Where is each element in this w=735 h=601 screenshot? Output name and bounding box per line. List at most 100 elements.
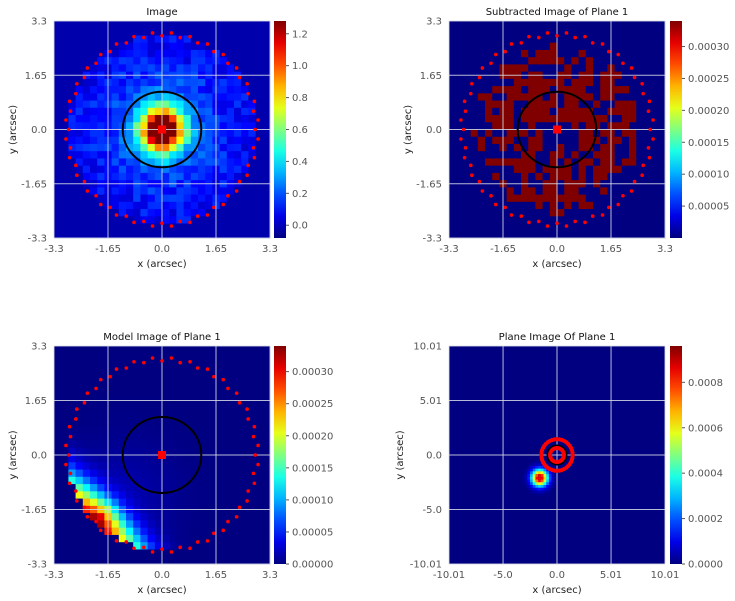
heatmap-cell <box>183 230 192 239</box>
heatmap-cell <box>219 172 228 181</box>
centre-marker <box>553 125 561 134</box>
heatmap-cell <box>61 201 69 210</box>
mask-point <box>564 31 569 35</box>
heatmap-cell <box>456 230 464 239</box>
x-axis-label: x (arcsec) <box>137 259 186 270</box>
heatmap-cell <box>564 21 572 29</box>
heatmap-cell <box>546 482 550 486</box>
heatmap-cell <box>75 447 84 456</box>
heatmap-cell <box>82 136 91 145</box>
heatmap-cell <box>162 194 170 203</box>
heatmap-cell <box>169 115 177 123</box>
heatmap-cell <box>546 484 550 488</box>
heatmap-cell <box>543 468 547 472</box>
heatmap-cell <box>176 549 184 558</box>
heatmap-cell <box>549 78 558 87</box>
heatmap-cell <box>68 64 76 72</box>
heatmap-cell <box>255 411 264 419</box>
heatmap-cell <box>198 42 206 51</box>
heatmap-cell <box>564 151 572 159</box>
heatmap-cell <box>542 122 551 130</box>
heatmap-cell <box>262 151 271 159</box>
heatmap-cell <box>176 534 184 543</box>
heatmap-cell <box>456 21 464 29</box>
heatmap-cell <box>90 360 98 369</box>
heatmap-cell <box>650 57 659 65</box>
heatmap-cell <box>262 194 271 203</box>
heatmap-cell <box>463 201 471 210</box>
heatmap-cell <box>593 230 601 239</box>
heatmap-cell <box>532 479 536 483</box>
heatmap-cell <box>68 93 76 101</box>
heatmap-cell <box>118 194 127 203</box>
heatmap-cell <box>68 216 76 224</box>
heatmap-cell <box>97 498 105 507</box>
heatmap-cell <box>169 447 177 456</box>
heatmap-cell <box>75 513 84 521</box>
heatmap-cell <box>255 57 264 65</box>
heatmap-cell <box>621 107 630 116</box>
heatmap-cell <box>241 513 249 521</box>
heatmap-cell <box>557 115 565 123</box>
heatmap-cell <box>118 542 127 550</box>
heatmap-cell <box>162 484 170 492</box>
heatmap-cell <box>61 64 69 72</box>
heatmap-cell <box>198 440 206 449</box>
colorbar-tick-label: 0.00030 <box>292 367 333 378</box>
heatmap-cell <box>530 487 533 491</box>
heatmap-cell <box>535 201 543 210</box>
heatmap-cell <box>571 143 579 152</box>
heatmap-cell <box>162 527 170 536</box>
heatmap-cell <box>82 28 91 36</box>
heatmap-cell <box>506 42 515 51</box>
heatmap-cell <box>126 115 134 123</box>
heatmap-cell <box>470 93 479 101</box>
heatmap-cell <box>147 360 156 369</box>
heatmap-cell <box>162 440 170 449</box>
heatmap-cell <box>68 346 76 354</box>
heatmap-cell <box>126 389 134 398</box>
heatmap-cell <box>198 49 206 58</box>
heatmap-cell <box>456 151 464 159</box>
heatmap-cell <box>614 230 623 239</box>
heatmap-cell <box>82 57 91 65</box>
heatmap-cell <box>140 49 148 58</box>
heatmap-cell <box>190 382 199 390</box>
heatmap-cell <box>528 57 536 65</box>
heatmap-cell <box>162 375 170 383</box>
heatmap-cell <box>90 455 98 463</box>
mask-point <box>245 499 249 503</box>
heatmap-cell <box>219 418 228 427</box>
mask-point <box>124 366 129 370</box>
heatmap-cell <box>111 520 120 528</box>
heatmap-cell <box>154 100 163 109</box>
heatmap-cell <box>226 469 235 478</box>
colorbar-tick-label: 0.00025 <box>688 74 729 85</box>
heatmap-cell <box>234 542 242 550</box>
heatmap-cell <box>530 474 533 478</box>
heatmap-cell <box>111 172 120 181</box>
heatmap-cell <box>97 216 105 224</box>
heatmap-cell <box>169 49 177 58</box>
mask-point <box>108 374 112 379</box>
heatmap-cell <box>82 542 91 550</box>
heatmap-cell <box>190 527 199 536</box>
mask-point <box>629 66 634 70</box>
heatmap-cell <box>176 404 184 412</box>
heatmap-cell <box>477 136 486 145</box>
heatmap-cell <box>621 187 630 195</box>
heatmap-cell <box>234 491 242 499</box>
heatmap-cell <box>506 201 515 210</box>
heatmap-cell <box>219 100 228 109</box>
heatmap-cell <box>650 49 659 58</box>
heatmap-cell <box>75 86 84 94</box>
heatmap-cell <box>585 122 594 130</box>
heatmap-cell <box>190 78 199 87</box>
heatmap-cell <box>506 86 515 94</box>
heatmap-cell <box>190 440 199 449</box>
heatmap-cell <box>126 122 134 130</box>
heatmap-cell <box>133 172 141 181</box>
heatmap-cell <box>585 28 594 36</box>
heatmap-cell <box>549 143 558 152</box>
heatmap-cell <box>226 107 235 116</box>
